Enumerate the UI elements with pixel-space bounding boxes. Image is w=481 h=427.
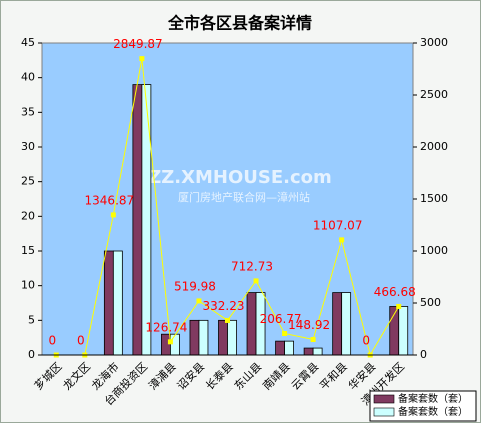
bar [303,347,314,356]
data-label: 332.23 [203,299,245,313]
bar [275,340,285,356]
line-marker [225,317,230,323]
y-tick-label: 40 [21,71,35,84]
line-marker [110,212,116,218]
y2-tick-label: 1000 [420,244,448,257]
y2-tick-label: 0 [420,348,427,361]
bar [141,84,152,356]
legend-swatch [373,407,395,417]
data-label: 126.74 [145,320,187,334]
bar [341,292,352,356]
watermark: ZZ.XMHOUSE.com [148,167,332,188]
y-tick-label: 30 [21,140,35,153]
bar [170,333,180,356]
y2-tick-label: 3000 [420,36,448,49]
bar [161,333,171,356]
data-label: 1346.87 [85,193,135,207]
y-tick-label: 45 [21,36,35,49]
legend-swatch [373,394,395,404]
bar [246,292,257,356]
bar [189,319,200,356]
line-marker [167,339,173,345]
bar [398,306,409,356]
y-tick-label: 20 [21,209,35,222]
data-label: 519.98 [174,279,216,293]
y-tick-label: 0 [28,348,35,361]
y2-tick-label: 2500 [420,88,448,101]
y-tick-label: 10 [21,279,35,292]
bar [332,292,343,356]
bar [112,250,123,356]
y-tick-label: 35 [21,105,35,118]
data-label: 0 [77,334,85,348]
data-label: 206.77 [260,312,302,326]
bar [227,319,237,356]
legend-label: 备案套数（套） [398,392,468,405]
data-label: 0 [362,334,370,348]
data-label: 148.92 [288,318,330,332]
line-marker [396,303,402,309]
data-label: 712.73 [231,259,273,273]
y-tick-label: 15 [21,244,35,257]
watermark: 厦门房地产联合网—漳州站 [178,190,310,204]
line-marker [310,337,316,343]
bar [284,340,294,356]
line-marker [253,278,259,284]
bar [198,319,209,356]
line-marker [282,330,288,336]
plot-area [41,42,414,356]
data-label: 1107.07 [313,218,363,232]
line-marker [139,56,145,62]
y-tick-label: 25 [21,175,35,188]
y2-tick-label: 1500 [420,192,448,205]
data-label: 0 [48,334,56,348]
data-label: 466.68 [374,285,416,299]
chart-title: 全市各区县备案详情 [167,14,312,33]
bar [218,319,228,356]
bar [132,84,143,356]
y-tick-label: 5 [28,313,35,326]
line-marker [196,298,202,304]
data-label: 2849.87 [113,37,163,51]
bar [312,347,323,356]
y2-tick-label: 2000 [420,140,448,153]
line-marker [339,237,345,243]
bar [103,250,114,356]
y2-tick-label: 500 [420,296,441,309]
legend-label: 备案套数（套） [398,405,468,418]
